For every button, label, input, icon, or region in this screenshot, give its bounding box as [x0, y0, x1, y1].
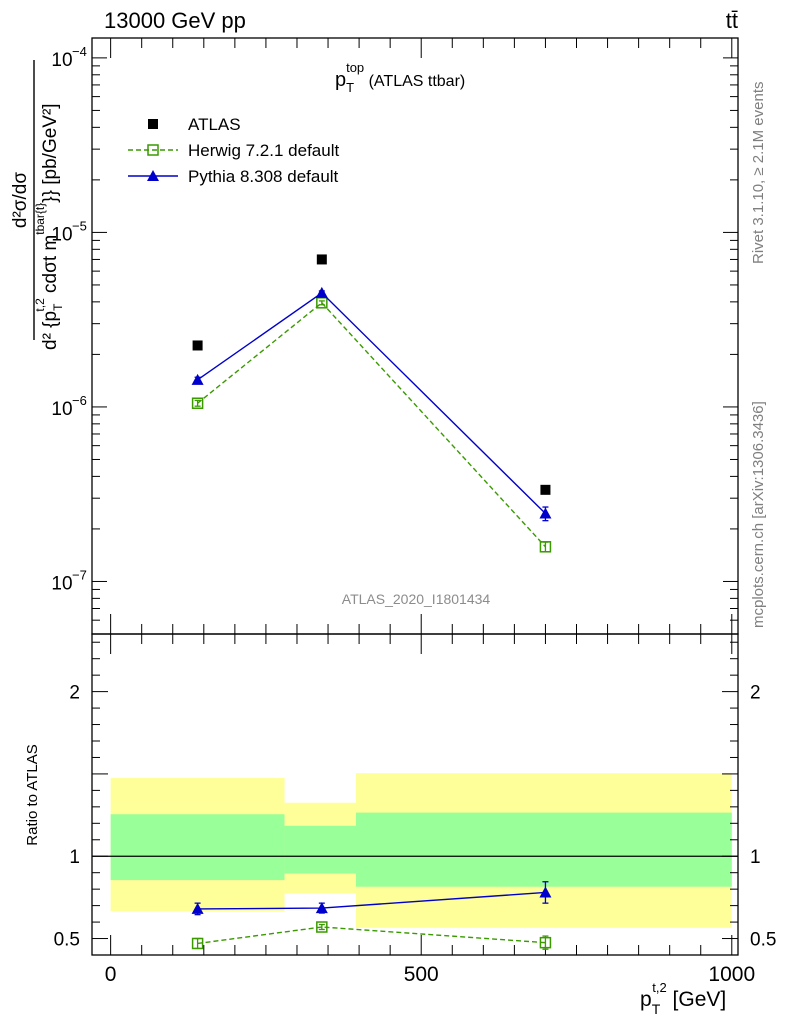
main-y-tick-label: 10: [51, 50, 72, 71]
main-series-1-line: [197, 301, 546, 548]
main-series-0-point: [540, 484, 551, 495]
ratio-series-1-point: [539, 886, 552, 898]
main-y-tick-label-exp: −7: [72, 567, 87, 582]
plot-title: pTtop (ATLAS ttbar): [335, 60, 465, 95]
main-series-2-point: [191, 373, 204, 385]
main-series-1-point: [191, 397, 204, 409]
ratio-band-green-2: [355, 812, 732, 887]
ratio-y-axis-title: Ratio to ATLAS: [24, 744, 41, 845]
legend-marker-0: [148, 119, 158, 129]
main-y-tick-label: 10: [51, 224, 72, 245]
ratio-series-1-point: [315, 902, 328, 914]
legend-label-0: ATLAS: [188, 115, 241, 134]
legend-label-1: Herwig 7.2.1 default: [188, 141, 339, 160]
x-axis-title: pTt,2 [GeV]: [640, 980, 726, 1017]
ratio-band-green-0: [110, 814, 285, 881]
main-series-0-point: [316, 254, 327, 265]
process-label: tt̄: [726, 8, 738, 33]
legend-marker-2: [147, 170, 159, 181]
legend-marker-1: [147, 144, 159, 156]
mcplots-label: mcplots.cern.ch [arXiv:1306.3436]: [750, 401, 767, 628]
main-y-tick-label-exp: −5: [72, 218, 87, 233]
main-series-1-point: [539, 541, 552, 553]
main-y-tick-label-exp: −4: [72, 44, 87, 59]
y-axis-title: d²σ/dσ d² {pTt,2 cdσt mtbar{t}}} [pb/GeV…: [10, 60, 65, 350]
ratio-series-0-line: [197, 926, 546, 945]
main-series-2-point: [539, 507, 552, 519]
y-axis-title-denominator: d² {pTt,2 cdσt mtbar{t}}} [pb/GeV²]: [33, 103, 65, 350]
legend: ATLAS Herwig 7.2.1 default Pythia 8.308 de…: [128, 115, 339, 186]
x-tick-label: 500: [404, 963, 439, 986]
energy-label: 13000 GeV pp: [104, 8, 246, 33]
ratio-frame: [91, 633, 739, 956]
ratio-y-tick-label: 0.5: [54, 930, 80, 951]
ratio-series-1-point: [191, 902, 204, 914]
main-series-0-point: [192, 340, 203, 351]
analysis-label: ATLAS_2020_I1801434: [342, 591, 491, 607]
ratio-y-tick-label-right: 1: [750, 847, 761, 868]
main-y-tick-label-exp: −6: [72, 393, 87, 408]
main-y-tick-label: 10: [51, 399, 72, 420]
ratio-y-tick-label-right: 2: [750, 683, 761, 704]
x-tick-label: 1000: [708, 963, 755, 986]
ratio-band-green-1: [284, 825, 356, 874]
ratio-y-tick-label-right: 0.5: [750, 930, 776, 951]
legend-label-2: Pythia 8.308 default: [188, 167, 339, 186]
main-series-2-line: [197, 292, 546, 515]
x-tick-label: 0: [105, 963, 117, 986]
ratio-y-tick-label: 2: [69, 683, 80, 704]
main-series-2-point: [315, 286, 328, 298]
main-y-tick-label: 10: [51, 573, 72, 594]
ratio-series-0-point: [191, 937, 204, 950]
ratio-series-0-point: [539, 936, 552, 949]
y-axis-title-numerator: d²σ/dσ: [10, 172, 31, 228]
ratio-panel: 0 500 1000 0.5 0.5 1 1 2 2: [54, 633, 776, 986]
rivet-label: Rivet 3.1.10, ≥ 2.1M events: [750, 82, 767, 265]
ratio-y-tick-label: 1: [69, 847, 80, 868]
ratio-series-0-point: [316, 921, 328, 933]
